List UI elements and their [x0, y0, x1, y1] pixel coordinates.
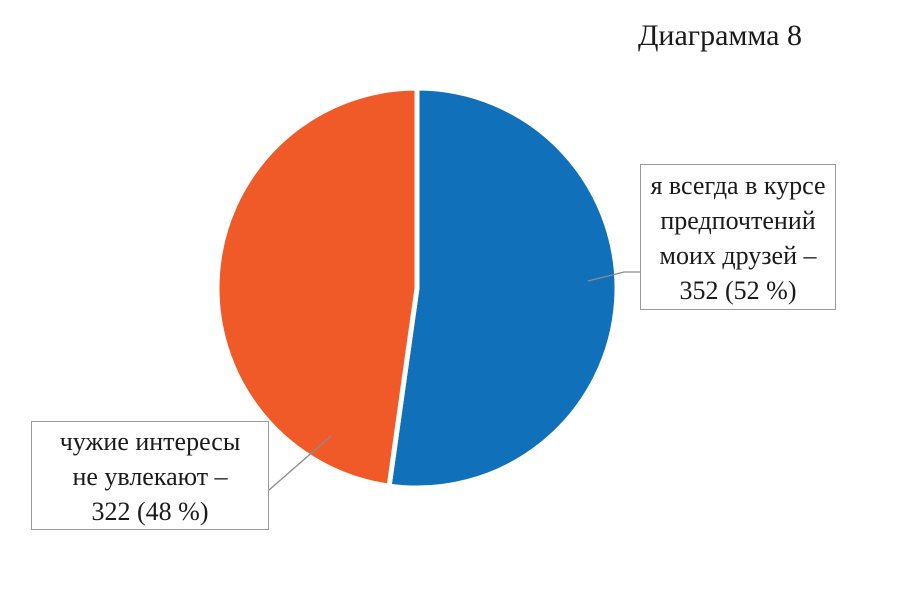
data-label-line: я всегда в курсе [650, 171, 826, 200]
data-label-line: не увлекают – [72, 462, 228, 491]
data-label-line: 322 (48 %) [91, 497, 209, 526]
data-label-line: предпочтений [660, 206, 816, 235]
data-label-slice-0: я всегда в курсе предпочтений моих друзе… [640, 164, 836, 310]
data-label-slice-1: чужие интересы не увлекают – 322 (48 %) [31, 421, 269, 530]
chart-title: Диаграмма 8 [637, 19, 803, 52]
data-label-line: чужие интересы [59, 427, 241, 456]
pie-slices [214, 85, 620, 491]
data-label-line: моих друзей – [659, 241, 817, 270]
leader-lines [268, 271, 640, 491]
data-label-line: 352 (52 %) [679, 276, 797, 305]
pie-slice-0 [386, 85, 620, 491]
leader-line-0 [587, 271, 640, 282]
pie-slice-1 [214, 85, 420, 489]
leader-line-1 [268, 435, 332, 491]
